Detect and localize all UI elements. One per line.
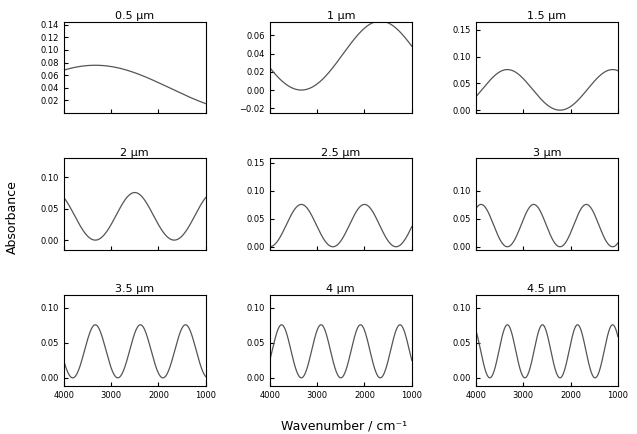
Title: 4.5 μm: 4.5 μm <box>527 284 566 294</box>
Title: 1 μm: 1 μm <box>327 11 355 21</box>
Title: 2.5 μm: 2.5 μm <box>321 148 361 158</box>
Title: 0.5 μm: 0.5 μm <box>115 11 154 21</box>
Text: Wavenumber / cm⁻¹: Wavenumber / cm⁻¹ <box>281 420 407 433</box>
Text: Absorbance: Absorbance <box>6 180 19 254</box>
Title: 1.5 μm: 1.5 μm <box>527 11 566 21</box>
Title: 3 μm: 3 μm <box>533 148 561 158</box>
Title: 2 μm: 2 μm <box>120 148 149 158</box>
Title: 3.5 μm: 3.5 μm <box>115 284 154 294</box>
Title: 4 μm: 4 μm <box>327 284 355 294</box>
